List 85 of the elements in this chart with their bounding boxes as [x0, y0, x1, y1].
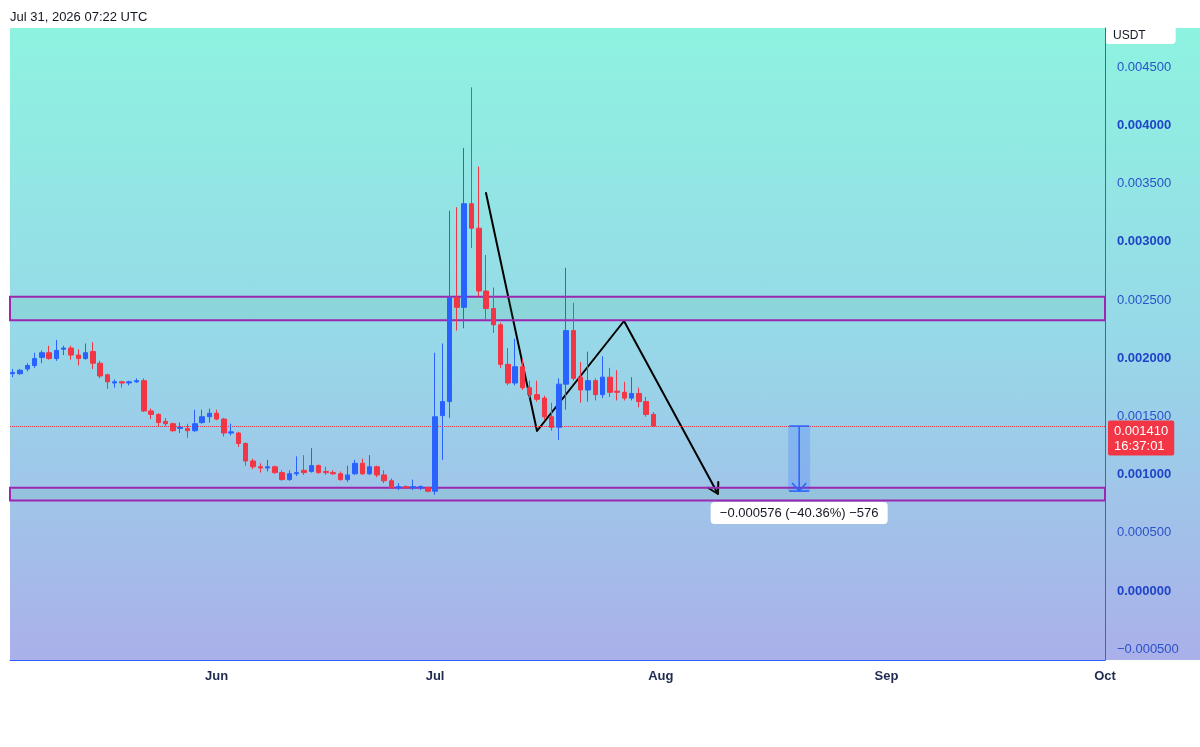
y-tick-label: 0.000500 — [1117, 524, 1172, 540]
candlestick — [32, 352, 37, 369]
y-tick-label: 0.004000 — [1117, 117, 1172, 133]
y-tick-label: 0.002000 — [1117, 349, 1172, 365]
candlestick — [447, 210, 452, 419]
candlestick — [352, 459, 358, 476]
candlestick — [367, 454, 372, 476]
candlestick — [258, 462, 263, 474]
y-tick-label: 0.002500 — [1117, 291, 1172, 307]
annotation: −0.000576 (−40.36%) −576 — [710, 502, 888, 525]
candlestick — [207, 408, 212, 424]
y-tick-label: 0.001500 — [1117, 408, 1172, 424]
candlestick — [309, 447, 314, 474]
candlestick — [134, 377, 139, 384]
candlestick — [199, 409, 205, 425]
candlestick — [512, 338, 518, 386]
candlestick — [469, 86, 474, 249]
y-tick-label: 0.003500 — [1117, 175, 1172, 191]
candlestick — [10, 368, 15, 378]
y-tick-label: −0.000500 — [1117, 640, 1179, 656]
candlestick — [571, 302, 576, 382]
candlestick — [593, 377, 598, 401]
candlestick — [418, 484, 423, 491]
candlestick — [265, 459, 270, 472]
candlestick — [461, 147, 467, 329]
candlestick — [76, 348, 81, 367]
candlestick — [403, 484, 409, 490]
candlestick — [542, 395, 547, 421]
candlestick — [498, 321, 503, 369]
candlestick — [491, 287, 496, 334]
candlestick — [163, 417, 168, 427]
text: Jul 31, 2026 07:22 UTC — [10, 9, 148, 24]
candlestick — [585, 351, 591, 403]
candlestick — [46, 345, 52, 361]
candlestick — [425, 486, 431, 493]
candlestick — [629, 376, 634, 401]
candlestick — [112, 379, 117, 389]
candlestick — [192, 409, 198, 433]
candlestick — [600, 355, 605, 399]
candlestick — [527, 380, 532, 399]
candlestick — [534, 380, 540, 403]
candlestick — [236, 431, 241, 448]
candlestick — [410, 479, 416, 491]
candlestick — [287, 469, 292, 482]
candlestick — [68, 345, 74, 361]
candlestick — [622, 381, 627, 401]
y-tick-label: 0.001000 — [1117, 466, 1172, 482]
candlestick — [243, 441, 248, 467]
candlestick — [54, 339, 59, 362]
candlestick — [83, 342, 88, 361]
candlestick — [294, 455, 299, 477]
x-tick-label: Sep — [874, 668, 899, 683]
candlestick — [454, 206, 460, 332]
y-tick-label: 0.000000 — [1117, 582, 1172, 598]
x-tick-label: Jul — [425, 668, 445, 683]
candlestick — [432, 352, 438, 496]
candlestick — [389, 477, 394, 490]
candlestick — [396, 482, 401, 491]
candlestick — [338, 470, 343, 482]
candlestick — [214, 409, 219, 421]
candlestick — [316, 463, 321, 475]
candlestick — [177, 422, 183, 434]
candlestick — [61, 345, 66, 356]
candlestick — [105, 373, 110, 390]
y-tick-label: 0.003000 — [1117, 233, 1172, 249]
candlestick — [17, 368, 23, 376]
x-tick-label: Oct — [1094, 668, 1117, 683]
candlestick — [360, 458, 365, 476]
x-tick-label: Jun — [205, 668, 229, 683]
candlestick — [440, 342, 445, 461]
candlestick — [126, 380, 132, 386]
ref-line-label: 0.001410 16:37:01 — [1114, 423, 1169, 454]
candlestick — [25, 362, 30, 372]
y-tick-label: 0.004500 — [1117, 58, 1172, 74]
candlestick — [39, 349, 45, 364]
candlestick — [228, 423, 234, 436]
candlestick — [250, 458, 256, 470]
candlestick — [119, 380, 125, 389]
candlestick — [505, 347, 511, 386]
y-axis-title: USDT — [1113, 28, 1147, 42]
x-tick-label: Aug — [648, 668, 674, 683]
candlestick — [345, 465, 350, 483]
candlestick — [578, 361, 583, 404]
candlestick — [301, 454, 307, 476]
candlestick — [520, 358, 525, 391]
